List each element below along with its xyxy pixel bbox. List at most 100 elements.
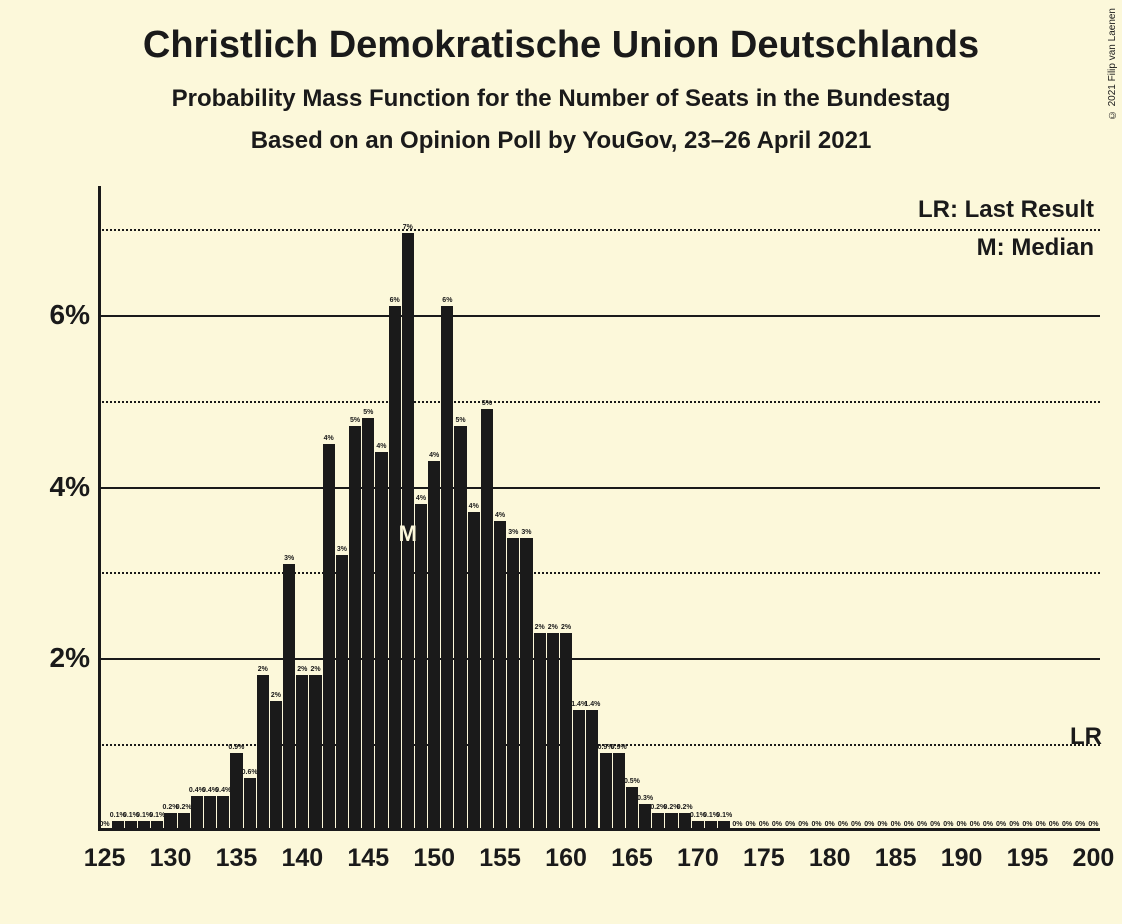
bar: 4%	[428, 461, 440, 830]
bar-value-label: 2%	[297, 666, 307, 673]
bar: 4%	[323, 444, 335, 830]
bar-value-label: 3%	[337, 546, 347, 553]
bar: 0.9%	[613, 753, 625, 830]
xtick-label: 160	[545, 844, 587, 873]
bar: 3%	[283, 564, 295, 830]
bar-value-label: 4%	[416, 495, 426, 502]
bar-value-label: 3%	[508, 529, 518, 536]
bar-value-label: 0%	[996, 821, 1006, 828]
bar: 4%	[375, 452, 387, 830]
y-axis	[98, 186, 101, 830]
chart-subtitle-2: Based on an Opinion Poll by YouGov, 23–2…	[0, 127, 1122, 155]
bar: 5%	[362, 418, 374, 830]
bar: 2%	[270, 701, 282, 830]
bar: 2%	[534, 633, 546, 830]
xtick-label: 130	[150, 844, 192, 873]
bars-container: 0%0.1%0.1%0.1%0.1%0.2%0.2%0.4%0.4%0.4%0.…	[98, 186, 1100, 830]
xtick-label: 185	[875, 844, 917, 873]
bar-value-label: 6%	[442, 297, 452, 304]
bar: 2%	[257, 675, 269, 830]
bar-value-label: 2%	[258, 666, 268, 673]
bar-value-label: 0%	[1022, 821, 1032, 828]
bar: 6%	[389, 306, 401, 830]
bar-value-label: 0%	[917, 821, 927, 828]
bar-value-label: 0%	[759, 821, 769, 828]
bar-value-label: 0%	[877, 821, 887, 828]
bar-value-label: 0%	[851, 821, 861, 828]
bar-value-label: 0%	[732, 821, 742, 828]
pmf-chart: 2%4%6%0%0.1%0.1%0.1%0.1%0.2%0.2%0.4%0.4%…	[98, 186, 1100, 830]
bar-value-label: 4%	[469, 503, 479, 510]
bar-value-label: 0.5%	[624, 778, 640, 785]
xtick-label: 145	[347, 844, 389, 873]
bar: 5%	[481, 409, 493, 830]
bar-value-label: 0.6%	[242, 769, 258, 776]
bar-value-label: 4%	[324, 435, 334, 442]
bar-value-label: 0%	[746, 821, 756, 828]
bar-value-label: 3%	[521, 529, 531, 536]
bar: 2%	[296, 675, 308, 830]
bar: 0.4%	[217, 796, 229, 830]
bar: 2%	[560, 633, 572, 830]
xtick-label: 150	[413, 844, 455, 873]
legend-lr: LR: Last Result	[918, 196, 1094, 224]
bar: 3%	[507, 538, 519, 830]
bar-value-label: 4%	[376, 443, 386, 450]
bar-value-label: 0%	[1075, 821, 1085, 828]
bar-value-label: 0%	[838, 821, 848, 828]
bar-value-label: 0.1%	[149, 812, 165, 819]
bar-value-label: 0.9%	[228, 744, 244, 751]
bar: 5%	[454, 426, 466, 830]
legend: LR: Last Result M: Median	[918, 196, 1094, 262]
chart-title: Christlich Demokratische Union Deutschla…	[0, 0, 1122, 67]
bar-value-label: 5%	[482, 400, 492, 407]
bar-value-label: 0%	[930, 821, 940, 828]
xtick-label: 195	[1007, 844, 1049, 873]
bar: 0.9%	[230, 753, 242, 830]
x-axis	[98, 828, 1100, 831]
bar-value-label: 0%	[811, 821, 821, 828]
bar-value-label: 0%	[1009, 821, 1019, 828]
bar: 6%	[441, 306, 453, 830]
bar-value-label: 7%	[403, 224, 413, 231]
copyright-text: © 2021 Filip van Laenen	[1107, 8, 1118, 120]
bar-value-label: 0.3%	[637, 795, 653, 802]
xtick-label: 165	[611, 844, 653, 873]
bar-value-label: 5%	[455, 417, 465, 424]
bar-value-label: 0%	[772, 821, 782, 828]
bar-value-label: 2%	[535, 624, 545, 631]
bar: 4%	[415, 504, 427, 830]
bar: 0.6%	[244, 778, 256, 830]
bar-value-label: 2%	[271, 692, 281, 699]
bar: 4%	[468, 512, 480, 830]
bar-value-label: 0%	[1062, 821, 1072, 828]
bar-value-label: 2%	[561, 624, 571, 631]
bar-value-label: 0%	[970, 821, 980, 828]
bar: 1.4%	[586, 710, 598, 830]
bar: 5%	[349, 426, 361, 830]
xtick-label: 140	[281, 844, 323, 873]
bar: 0.9%	[600, 753, 612, 830]
bar: 2%	[309, 675, 321, 830]
bar: 2%	[547, 633, 559, 830]
bar: 3%	[336, 555, 348, 830]
bar-value-label: 0%	[956, 821, 966, 828]
xtick-label: 135	[216, 844, 258, 873]
xtick-label: 125	[84, 844, 126, 873]
bar-value-label: 0%	[904, 821, 914, 828]
bar-value-label: 2%	[310, 666, 320, 673]
bar-value-label: 3%	[284, 555, 294, 562]
bar-value-label: 0%	[100, 821, 110, 828]
bar-value-label: 5%	[363, 409, 373, 416]
xtick-label: 170	[677, 844, 719, 873]
bar-value-label: 4%	[495, 512, 505, 519]
xtick-label: 155	[479, 844, 521, 873]
bar-value-label: 0%	[891, 821, 901, 828]
bar-value-label: 0.1%	[716, 812, 732, 819]
bar: 3%	[520, 538, 532, 830]
bar-value-label: 0%	[1088, 821, 1098, 828]
bar-value-label: 0.2%	[677, 804, 693, 811]
bar-value-label: 0%	[864, 821, 874, 828]
bar-value-label: 0.4%	[215, 787, 231, 794]
legend-m: M: Median	[918, 234, 1094, 262]
